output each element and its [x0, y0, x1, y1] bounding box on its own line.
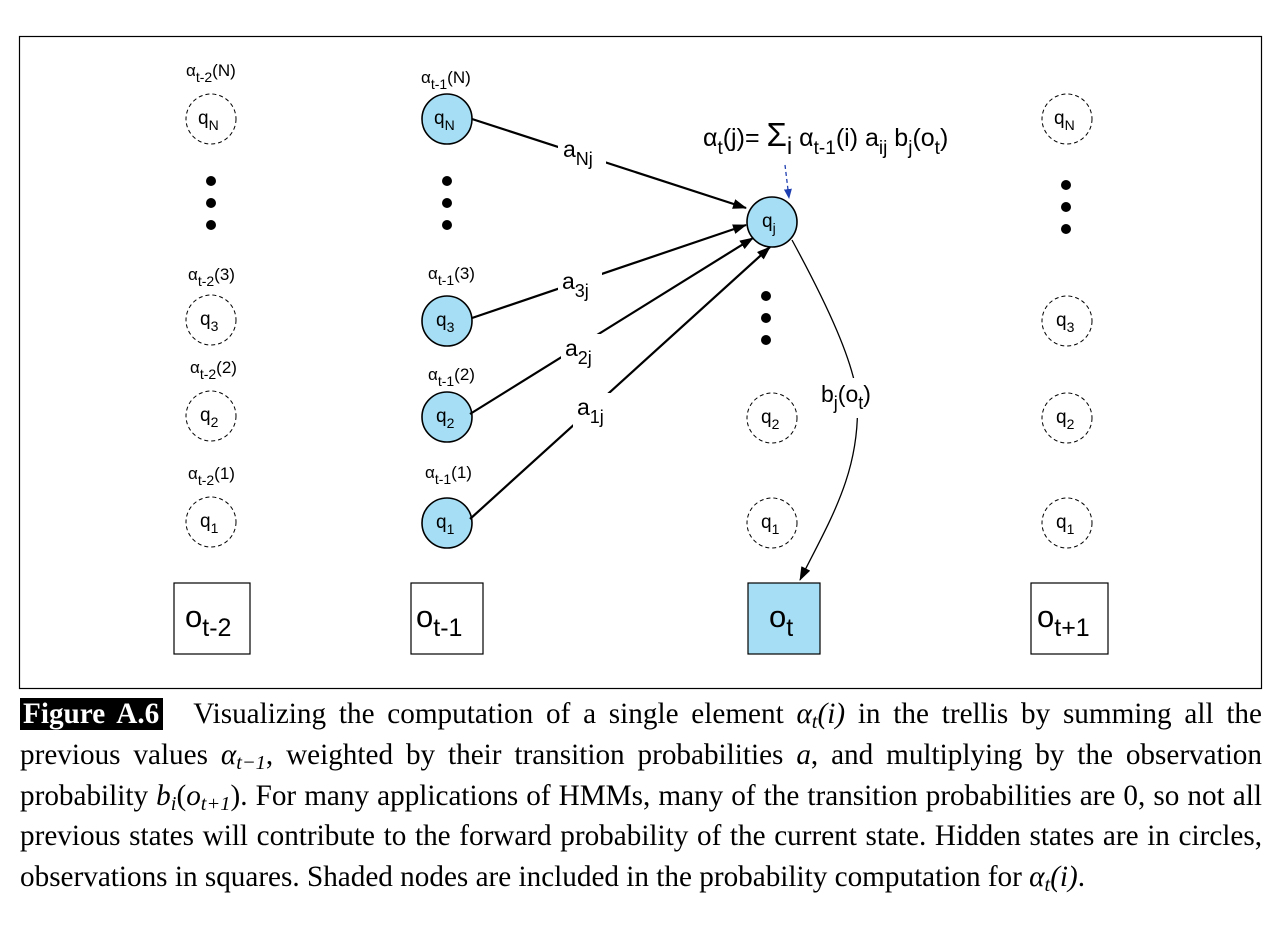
state-label-qN: qN	[434, 108, 455, 133]
observation-box-t-plus-1	[1030, 582, 1109, 655]
observation-box-t-minus-2	[173, 582, 251, 655]
state-node-q1	[1041, 497, 1093, 549]
state-label-q1: q1	[1056, 512, 1075, 537]
observation-box-t	[747, 582, 821, 655]
emission-label: bj(ot)	[821, 381, 871, 413]
state-label-q2: q2	[1056, 407, 1075, 432]
alpha-label-t2-1: αt-2(1)	[188, 464, 235, 488]
formula-pointer-arrow	[783, 164, 792, 199]
alpha-label-t2-N: αt-2(N)	[186, 61, 236, 85]
forward-formula: αt(j)= Σi αt-1(i) aij bj(ot)	[703, 116, 948, 199]
edge-q2-to-qj	[469, 237, 754, 415]
edge-q3-to-qj	[471, 223, 747, 320]
state-label-q3: q3	[436, 310, 455, 335]
observation-box-t-minus-1	[410, 582, 484, 655]
alpha-label-t2-2: αt-2(2)	[190, 358, 237, 382]
edge-label-a2j: a2j	[565, 335, 592, 368]
figure-frame	[18, 35, 1263, 690]
edge-label-aNj: aNj	[563, 136, 593, 169]
observation-label-t-plus-1: ot+1	[1037, 599, 1090, 642]
edge-label-a3j: a3j	[562, 268, 589, 301]
state-node-qN	[1041, 93, 1093, 145]
emission-edge: bj(ot)	[791, 239, 889, 581]
state-label-qj: qj	[762, 211, 776, 236]
state-node-q3	[1041, 295, 1093, 347]
column-t-minus-2: αt-2(N) qN αt-2(3) q3 αt-2(2) q2 αt-2(1)…	[173, 61, 251, 655]
edge-label-a1j: a1j	[577, 394, 604, 427]
observation-label-t-minus-1: ot-1	[416, 599, 462, 642]
ellipsis-dots	[206, 176, 216, 230]
state-label-q3: q3	[200, 309, 219, 334]
state-label-q2: q2	[200, 405, 219, 430]
edge-qN-to-qj	[471, 117, 747, 210]
state-node-qN	[185, 93, 237, 145]
alpha-label-t1-1: αt-1(1)	[425, 463, 472, 487]
state-label-q1: q1	[436, 512, 455, 537]
edge-q1-to-qj	[469, 246, 771, 520]
state-node-qj	[746, 196, 798, 248]
ellipsis-dots	[442, 176, 452, 230]
observation-label-t-minus-2: ot-2	[185, 599, 231, 642]
state-label-q2: q2	[761, 407, 780, 432]
trellis-figure: αt-2(N) qN αt-2(3) q3 αt-2(2) q2 αt-2(1)…	[18, 35, 1263, 690]
state-label-q1: q1	[200, 511, 219, 536]
state-node-q2	[1041, 392, 1093, 444]
state-node-q2	[421, 391, 473, 443]
alpha-label-t1-2: αt-1(2)	[428, 365, 475, 389]
state-node-q3	[421, 295, 473, 347]
state-node-q2	[185, 390, 237, 442]
column-t-plus-1: qN q3 q2 q1 ot+1	[1030, 93, 1109, 655]
transition-edges: aNj a3j a2j a1j	[469, 117, 771, 520]
formula-text: αt(j)= Σi αt-1(i) aij bj(ot)	[703, 116, 948, 160]
state-label-qN: qN	[1054, 108, 1075, 133]
observation-label-t: ot	[769, 599, 793, 642]
column-t: qj q2 q1 ot	[746, 196, 821, 655]
column-t-minus-1: αt-1(N) qN αt-1(3) q3 αt-1(2) q2 αt-1(1)…	[410, 68, 484, 655]
state-node-q1	[185, 496, 237, 548]
state-node-q2	[746, 392, 798, 444]
figure-label: Figure A.6	[20, 698, 164, 730]
alpha-label-t2-3: αt-2(3)	[188, 265, 235, 289]
alpha-label-t1-N: αt-1(N)	[421, 68, 471, 92]
alpha-label-t1-3: αt-1(3)	[428, 264, 475, 288]
state-label-qN: qN	[198, 108, 219, 133]
state-node-q1	[746, 497, 798, 549]
state-label-q1: q1	[761, 512, 780, 537]
figure-caption: Figure A.6 Visualizing the computation of…	[20, 698, 1262, 897]
ellipsis-dots	[761, 291, 771, 345]
state-node-q3	[185, 294, 237, 346]
state-node-q1	[421, 497, 473, 549]
state-label-q2: q2	[436, 406, 455, 431]
state-label-q3: q3	[1056, 310, 1075, 335]
ellipsis-dots	[1061, 180, 1071, 234]
